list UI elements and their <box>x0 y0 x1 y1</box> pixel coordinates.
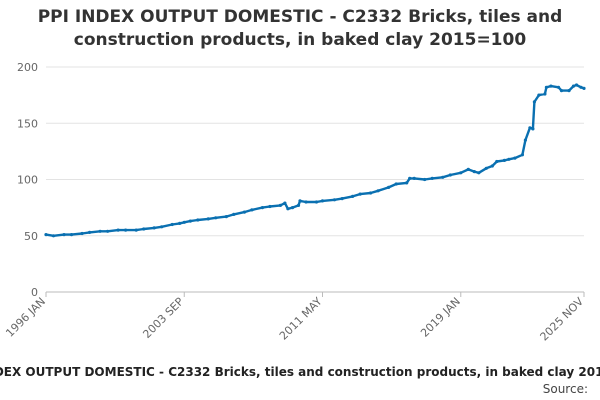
data-point <box>320 199 325 203</box>
data-point <box>196 218 200 222</box>
x-tick-label: 2019 JAN <box>418 295 463 340</box>
data-point <box>448 173 452 177</box>
data-point <box>88 230 92 234</box>
chart-title-line-2: construction products, in baked clay 201… <box>73 30 527 50</box>
data-point <box>556 85 561 89</box>
data-point <box>559 89 564 93</box>
data-point <box>567 89 571 93</box>
data-point <box>394 182 398 186</box>
y-tick-label: 200 <box>17 61 38 74</box>
data-point <box>214 216 218 220</box>
footer-caption: PPI INDEX OUTPUT DOMESTIC - C2332 Bricks… <box>0 365 600 383</box>
data-point <box>224 215 228 219</box>
data-point <box>188 219 192 223</box>
data-point <box>531 127 535 131</box>
y-tick-label: 0 <box>31 286 38 299</box>
data-point <box>80 231 84 236</box>
x-tick-label: 1996 JAN <box>3 295 48 340</box>
data-point <box>268 204 272 209</box>
data-point <box>98 229 102 233</box>
y-tick-label: 100 <box>17 174 38 187</box>
data-point <box>484 166 488 170</box>
data-point <box>232 212 236 216</box>
data-point <box>44 233 48 237</box>
data-point <box>124 228 128 232</box>
data-point <box>513 156 517 160</box>
data-point <box>51 234 56 238</box>
data-point <box>459 171 463 175</box>
data-point <box>69 233 74 237</box>
data-point <box>260 206 264 210</box>
data-point <box>502 158 506 162</box>
data-point <box>423 177 427 182</box>
data-point <box>298 199 302 203</box>
data-point <box>412 176 416 180</box>
footer-source: Source: <box>542 382 588 396</box>
chart-title-line-1: PPI INDEX OUTPUT DOMESTIC - C2332 Bricks… <box>37 7 563 27</box>
data-point <box>430 176 434 180</box>
data-point <box>182 220 186 224</box>
data-point <box>520 153 525 157</box>
x-tick-label: 2025 NOV <box>538 295 587 344</box>
data-point <box>286 207 290 211</box>
data-point <box>178 221 182 225</box>
data-point <box>495 159 499 164</box>
data-point <box>387 185 391 189</box>
data-point <box>296 203 301 207</box>
y-tick-label: 150 <box>17 117 38 130</box>
data-point <box>549 84 553 88</box>
data-point <box>206 217 210 221</box>
data-point <box>62 233 66 237</box>
data-point <box>405 181 409 185</box>
data-point <box>332 198 337 202</box>
data-point <box>477 171 481 175</box>
data-point <box>250 208 254 212</box>
data-point <box>441 175 445 179</box>
x-tick-label: 2011 MAY <box>277 295 325 343</box>
data-point <box>472 170 476 174</box>
data-point <box>170 222 174 227</box>
data-point <box>283 201 287 205</box>
data-point <box>582 86 586 90</box>
data-point <box>242 210 246 214</box>
data-point <box>376 189 380 193</box>
y-tick-label: 50 <box>24 230 38 243</box>
data-point <box>466 167 470 171</box>
footer-caption-text: PPI INDEX OUTPUT DOMESTIC - C2332 Bricks… <box>0 365 600 379</box>
data-point <box>142 227 146 231</box>
data-point <box>351 194 355 198</box>
data-point <box>340 197 344 201</box>
data-point <box>579 85 583 89</box>
data-point <box>571 84 576 88</box>
data-point <box>507 157 511 161</box>
data-point <box>116 228 120 232</box>
data-point <box>543 92 547 96</box>
data-point <box>278 203 282 207</box>
data-point <box>369 191 373 195</box>
data-point <box>314 200 319 204</box>
data-point <box>408 176 412 180</box>
data-point <box>490 164 494 168</box>
data-point <box>290 206 295 210</box>
data-point <box>358 192 362 196</box>
data-point <box>152 226 156 230</box>
data-point <box>574 83 579 87</box>
x-tick-label: 2003 SEP <box>140 295 186 341</box>
data-point <box>160 225 164 229</box>
data-point <box>304 200 308 204</box>
data-point <box>544 85 549 89</box>
data-point <box>528 126 532 130</box>
chart-title: PPI INDEX OUTPUT DOMESTIC - C2332 Bricks… <box>0 6 600 52</box>
data-point <box>532 100 537 104</box>
data-point <box>134 228 138 232</box>
data-point <box>537 93 541 97</box>
data-point <box>106 229 110 233</box>
data-point <box>523 138 528 142</box>
